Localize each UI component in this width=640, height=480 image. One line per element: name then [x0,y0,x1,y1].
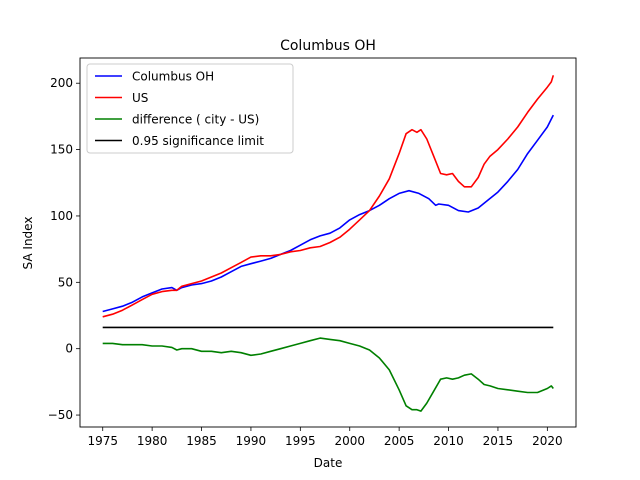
x-tick-label: 1980 [137,434,168,448]
y-tick-label: 100 [50,209,73,223]
y-tick-label: −50 [48,408,73,422]
x-axis-label: Date [314,456,343,470]
chart-title: Columbus OH [280,38,376,54]
series-layer [102,75,555,412]
x-tick-label: 1975 [87,434,118,448]
x-tick-label: 1985 [186,434,217,448]
x-tick-label: 2000 [334,434,365,448]
y-axis-label: SA Index [21,217,35,270]
legend-label-2: difference ( city - US) [132,113,259,127]
y-tick-label: 0 [65,342,73,356]
plot-frame [79,57,577,428]
axes-layer: 1975 1980 1985 1990 1995 2000 2005 2010 2015 2020… [48,57,577,448]
y-tick-label: 200 [50,76,73,90]
legend: Columbus OH US difference ( city - US) 0.95… [86,63,294,154]
legend-box [86,63,294,154]
x-tick-label: 2010 [433,434,464,448]
x-tick-label: 1990 [236,434,267,448]
legend-label-3: 0.95 significance limit [132,134,264,148]
x-tick-label: 2020 [532,434,563,448]
x-tick-label: 1995 [285,434,316,448]
legend-label-1: US [132,91,148,105]
legend-label-0: Columbus OH [132,70,214,84]
x-tick-label: 2005 [384,434,415,448]
x-tick-label: 2015 [483,434,514,448]
series-line-2 [102,337,554,412]
series-line-1 [102,75,555,318]
y-tick-label: 150 [50,143,73,157]
y-tick-label: 50 [58,275,73,289]
